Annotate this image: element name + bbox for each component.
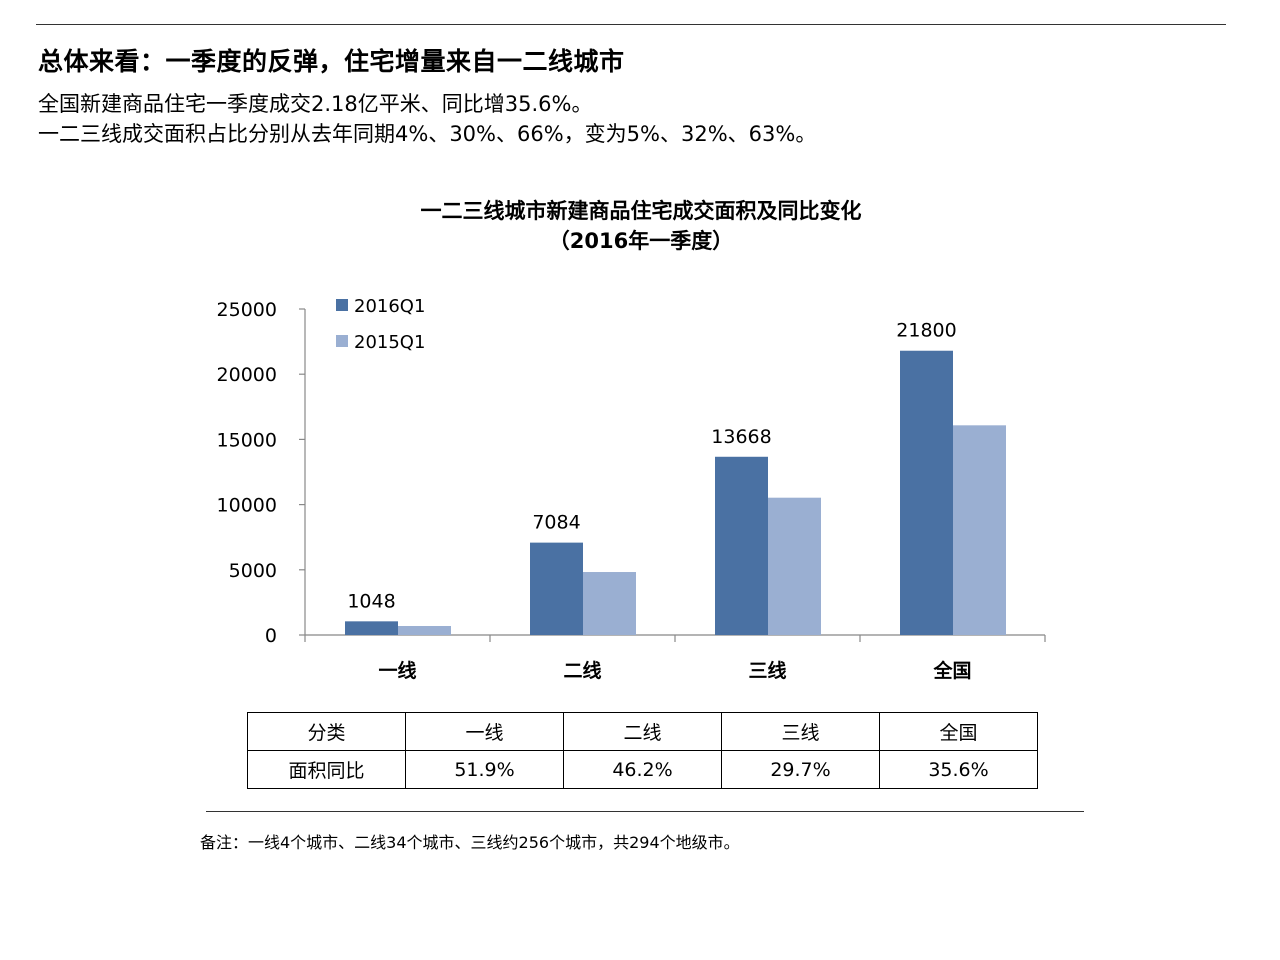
subtitle-line-1: 全国新建商品住宅一季度成交2.18亿平米、同比增35.6%。 (38, 92, 593, 116)
data-label: 7084 (532, 512, 580, 534)
footnote: 备注：一线4个城市、二线34个城市、三线约256个城市，共294个地级市。 (200, 833, 740, 852)
data-label: 21800 (896, 320, 956, 342)
bar-2016q1 (715, 456, 768, 635)
table-cell: 二线 (563, 712, 722, 751)
yoy-table: 分类 一线 二线 三线 全国 面积同比 51.9% 46.2% 29.7% 35.6% (247, 712, 1038, 789)
x-category-label: 二线 (563, 659, 601, 682)
bar-2016q1 (900, 350, 953, 635)
y-tick-label: 20000 (217, 364, 277, 386)
bar-2015q1 (583, 572, 636, 635)
top-divider (36, 24, 1226, 25)
bar-2016q1 (345, 621, 398, 635)
y-tick-label: 0 (265, 625, 277, 647)
table-cell: 29.7% (721, 750, 880, 789)
y-tick-label: 25000 (217, 299, 277, 321)
table-cell: 面积同比 (247, 750, 406, 789)
table-cell: 全国 (879, 712, 1038, 751)
bar-2016q1 (530, 542, 583, 635)
bar-2015q1 (953, 425, 1006, 635)
chart-subtitle: （2016年一季度） (549, 229, 733, 253)
page-heading: 总体来看：一季度的反弹，住宅增量来自一二线城市 (38, 47, 625, 76)
x-category-label: 一线 (378, 659, 416, 682)
legend-swatch-2016q1 (336, 299, 348, 311)
data-label: 13668 (711, 426, 771, 448)
table-cell: 46.2% (563, 750, 722, 789)
subtitle-line-2: 一二三线成交面积占比分别从去年同期4%、30%、66%，变为5%、32%、63%… (38, 122, 817, 146)
legend-label-2015q1: 2015Q1 (354, 332, 425, 353)
table-cell: 一线 (405, 712, 564, 751)
bar-2015q1 (398, 626, 451, 635)
chart-legend: 2016Q1 2015Q1 (336, 296, 425, 353)
y-tick-label: 10000 (217, 495, 277, 517)
y-tick-label: 5000 (229, 560, 277, 582)
bar-chart: 一二三线城市新建商品住宅成交面积及同比变化 （2016年一季度） 2016Q1 … (217, 199, 1046, 682)
legend-swatch-2015q1 (336, 335, 348, 347)
x-category-label: 全国 (932, 659, 971, 682)
table-cell: 分类 (247, 712, 406, 751)
x-category-label: 三线 (748, 659, 786, 682)
chart-title: 一二三线城市新建商品住宅成交面积及同比变化 (421, 199, 862, 223)
table-row: 面积同比 51.9% 46.2% 29.7% 35.6% (247, 750, 1038, 789)
y-tick-label: 15000 (217, 429, 277, 451)
table-cell: 三线 (721, 712, 880, 751)
table-cell: 51.9% (405, 750, 564, 789)
legend-label-2016q1: 2016Q1 (354, 296, 425, 317)
table-header-row: 分类 一线 二线 三线 全国 (247, 712, 1038, 751)
data-label: 1048 (347, 590, 395, 612)
bar-2015q1 (768, 497, 821, 635)
bottom-divider (206, 811, 1084, 812)
table-cell: 35.6% (879, 750, 1038, 789)
